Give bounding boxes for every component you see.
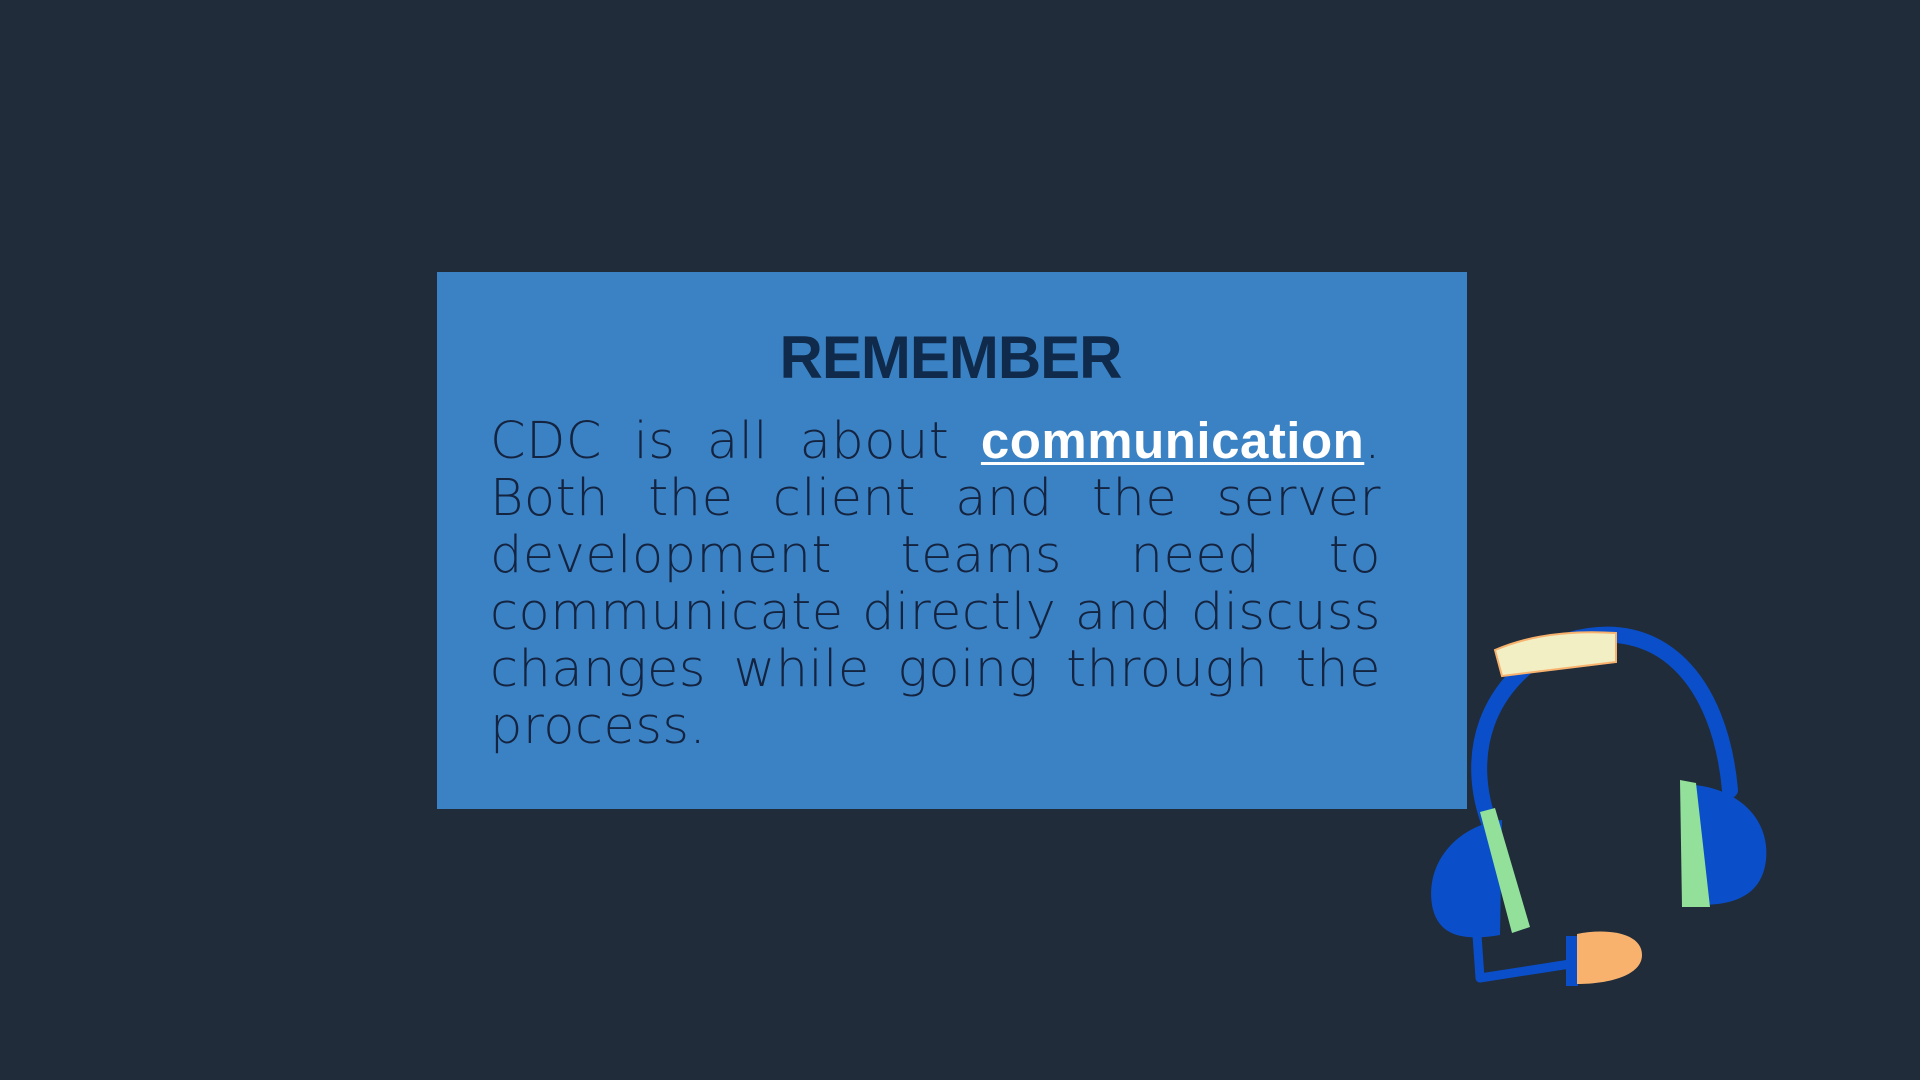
body-emphasis-word: communication <box>980 412 1365 469</box>
left-ear-cushion <box>1480 808 1530 933</box>
body-text-end: . Both the client and the server develop… <box>490 412 1381 756</box>
body-text-start: CDC is all about <box>490 412 981 471</box>
headband-pad <box>1493 631 1617 678</box>
card-body: CDC is all about communication. Both the… <box>490 412 1381 755</box>
right-ear-cushion <box>1680 780 1710 907</box>
mic-tip <box>1577 931 1642 984</box>
left-ear-cup <box>1431 820 1502 938</box>
mic-joint <box>1566 936 1578 986</box>
mic-boom <box>1472 934 1571 983</box>
card-title: REMEMBER <box>779 324 1122 391</box>
remember-card: REMEMBER CDC is all about communication.… <box>437 272 1467 809</box>
headset-icon <box>1431 626 1767 986</box>
right-ear-cup <box>1695 785 1767 905</box>
